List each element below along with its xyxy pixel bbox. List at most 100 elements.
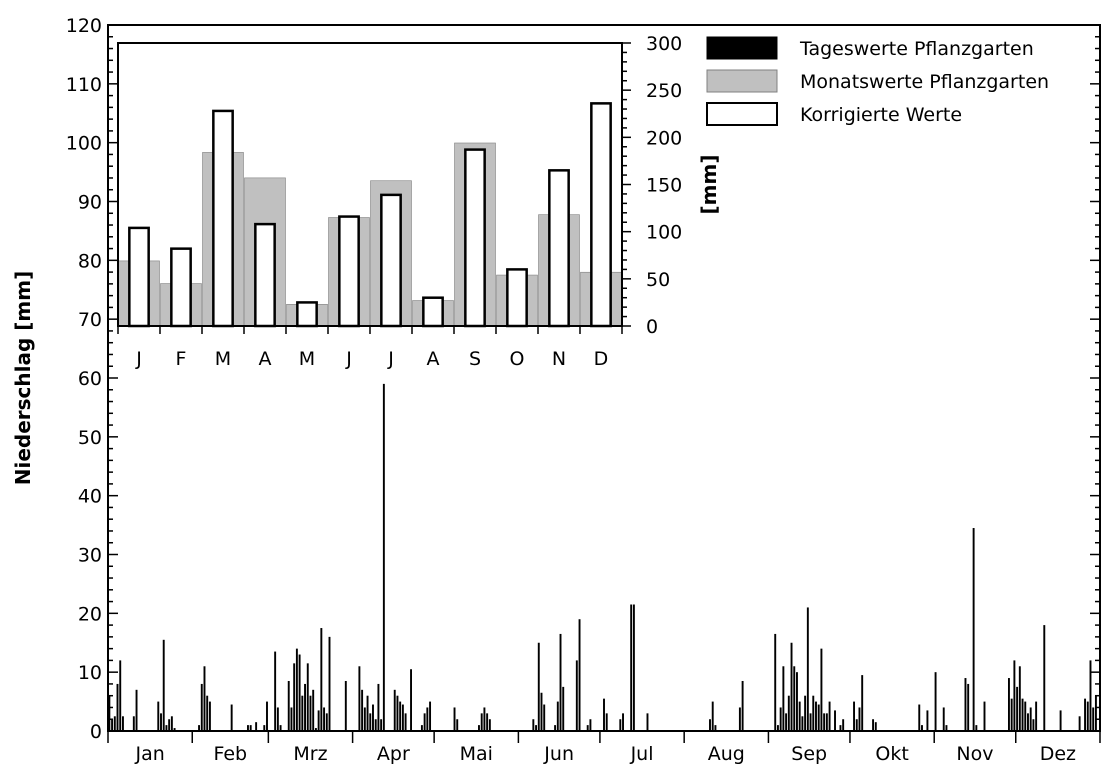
y-tick-label: 40 bbox=[78, 486, 102, 508]
daily-bar bbox=[203, 666, 206, 731]
daily-bar bbox=[393, 689, 396, 731]
x-tick-label: Jul bbox=[630, 743, 654, 765]
daily-bar bbox=[853, 701, 855, 731]
daily-bar bbox=[842, 719, 845, 731]
daily-bar bbox=[921, 725, 923, 731]
x-tick-label: Feb bbox=[213, 743, 247, 765]
daily-bar bbox=[358, 666, 361, 731]
daily-bar bbox=[1059, 710, 1062, 731]
main-axes: 0 10 20 30 40 50 60 70 80 90 100 110 120 Niederschlag… bbox=[11, 15, 1101, 765]
x-tick-label: Nov bbox=[956, 743, 993, 765]
daily-bar bbox=[111, 719, 114, 731]
daily-bar bbox=[325, 713, 328, 731]
daily-bar bbox=[1086, 701, 1089, 731]
daily-bar bbox=[798, 701, 801, 731]
daily-bar bbox=[1035, 701, 1038, 731]
daily-bar bbox=[483, 707, 486, 731]
x-tick-label: Mai bbox=[460, 743, 493, 765]
daily-bar bbox=[366, 695, 369, 731]
daily-bar bbox=[537, 642, 540, 731]
daily-bar bbox=[738, 707, 741, 731]
daily-bar bbox=[247, 725, 249, 731]
daily-bar bbox=[320, 628, 323, 731]
monthly-inset: J F M A M J J A S O N D 0 50 100 150 200 250 300 [mm] bbox=[117, 33, 721, 370]
corrected-bar bbox=[296, 301, 318, 328]
daily-bar bbox=[578, 619, 581, 731]
daily-bar bbox=[399, 701, 402, 731]
daily-bar bbox=[945, 725, 948, 731]
inset-x-tick-label: J bbox=[345, 348, 352, 370]
daily-bar bbox=[774, 633, 777, 731]
daily-bar bbox=[790, 642, 793, 731]
daily-bar bbox=[820, 648, 823, 731]
y-tick-label: 110 bbox=[66, 74, 102, 96]
daily-bar bbox=[480, 713, 483, 731]
corrected-bar bbox=[380, 193, 402, 328]
daily-bar bbox=[314, 728, 317, 731]
x-tick-label: Jan bbox=[134, 743, 164, 765]
daily-bar bbox=[828, 701, 831, 731]
daily-bar bbox=[404, 713, 407, 731]
daily-bar bbox=[622, 713, 624, 731]
legend: Tageswerte Pflanzgarten Monatswerte Pflan… bbox=[706, 36, 1049, 126]
daily-bar bbox=[711, 701, 714, 731]
inset-x-tick-label: A bbox=[427, 348, 440, 370]
daily-bar bbox=[603, 698, 605, 731]
daily-bar bbox=[858, 707, 861, 731]
daily-bar bbox=[1027, 713, 1029, 731]
daily-bar bbox=[776, 725, 779, 731]
legend-label: Korrigierte Werte bbox=[800, 104, 962, 126]
daily-bar bbox=[872, 719, 875, 731]
corrected-bar bbox=[422, 296, 444, 328]
daily-bar bbox=[135, 689, 138, 731]
daily-bar bbox=[309, 695, 312, 731]
daily-bar bbox=[420, 725, 423, 731]
corrected-bar bbox=[212, 109, 234, 328]
inset-x-tick-label: O bbox=[510, 348, 525, 370]
inset-y-tick-label: 0 bbox=[646, 316, 658, 338]
daily-bar bbox=[964, 678, 967, 731]
daily-bar bbox=[198, 725, 201, 731]
y-tick-label: 0 bbox=[90, 721, 102, 743]
daily-bar bbox=[942, 707, 945, 731]
daily-bar bbox=[975, 725, 978, 731]
daily-bar bbox=[401, 704, 404, 731]
daily-bar bbox=[787, 695, 790, 731]
daily-bar bbox=[173, 728, 176, 731]
daily-bar bbox=[266, 701, 268, 731]
daily-bar bbox=[423, 713, 426, 731]
daily-bar bbox=[972, 528, 975, 731]
daily-bar bbox=[396, 695, 399, 731]
daily-bar bbox=[301, 695, 304, 731]
corrected-bar bbox=[254, 222, 276, 328]
daily-bar bbox=[1043, 625, 1046, 731]
daily-bar bbox=[323, 707, 326, 731]
legend-swatch bbox=[706, 36, 778, 60]
daily-bar bbox=[488, 719, 491, 731]
daily-bar bbox=[926, 710, 929, 731]
y-tick-label: 90 bbox=[78, 192, 102, 214]
daily-bar bbox=[934, 672, 937, 731]
y-tick-label: 60 bbox=[78, 368, 102, 390]
y-tick-label: 20 bbox=[78, 603, 102, 625]
inset-y-tick-label: 150 bbox=[646, 175, 682, 197]
y-tick-label: 10 bbox=[78, 662, 102, 684]
daily-bar bbox=[834, 710, 836, 731]
daily-bar bbox=[817, 704, 820, 731]
daily-bar bbox=[861, 675, 864, 731]
inset-y-axis-title: [mm] bbox=[697, 155, 721, 215]
daily-bar bbox=[839, 725, 842, 731]
daily-bar bbox=[255, 722, 258, 731]
daily-bar bbox=[796, 672, 798, 731]
corrected-bar bbox=[338, 215, 360, 328]
daily-bar bbox=[363, 707, 366, 731]
daily-bar bbox=[815, 701, 817, 731]
daily-bar bbox=[1010, 698, 1013, 731]
inset-x-tick-label: J bbox=[387, 348, 394, 370]
x-tick-label: Dez bbox=[1040, 743, 1076, 765]
daily-bar bbox=[157, 701, 160, 731]
daily-bar bbox=[162, 639, 165, 731]
legend-label: Monatswerte Pflanzgarten bbox=[800, 71, 1049, 93]
daily-bar bbox=[170, 716, 173, 731]
